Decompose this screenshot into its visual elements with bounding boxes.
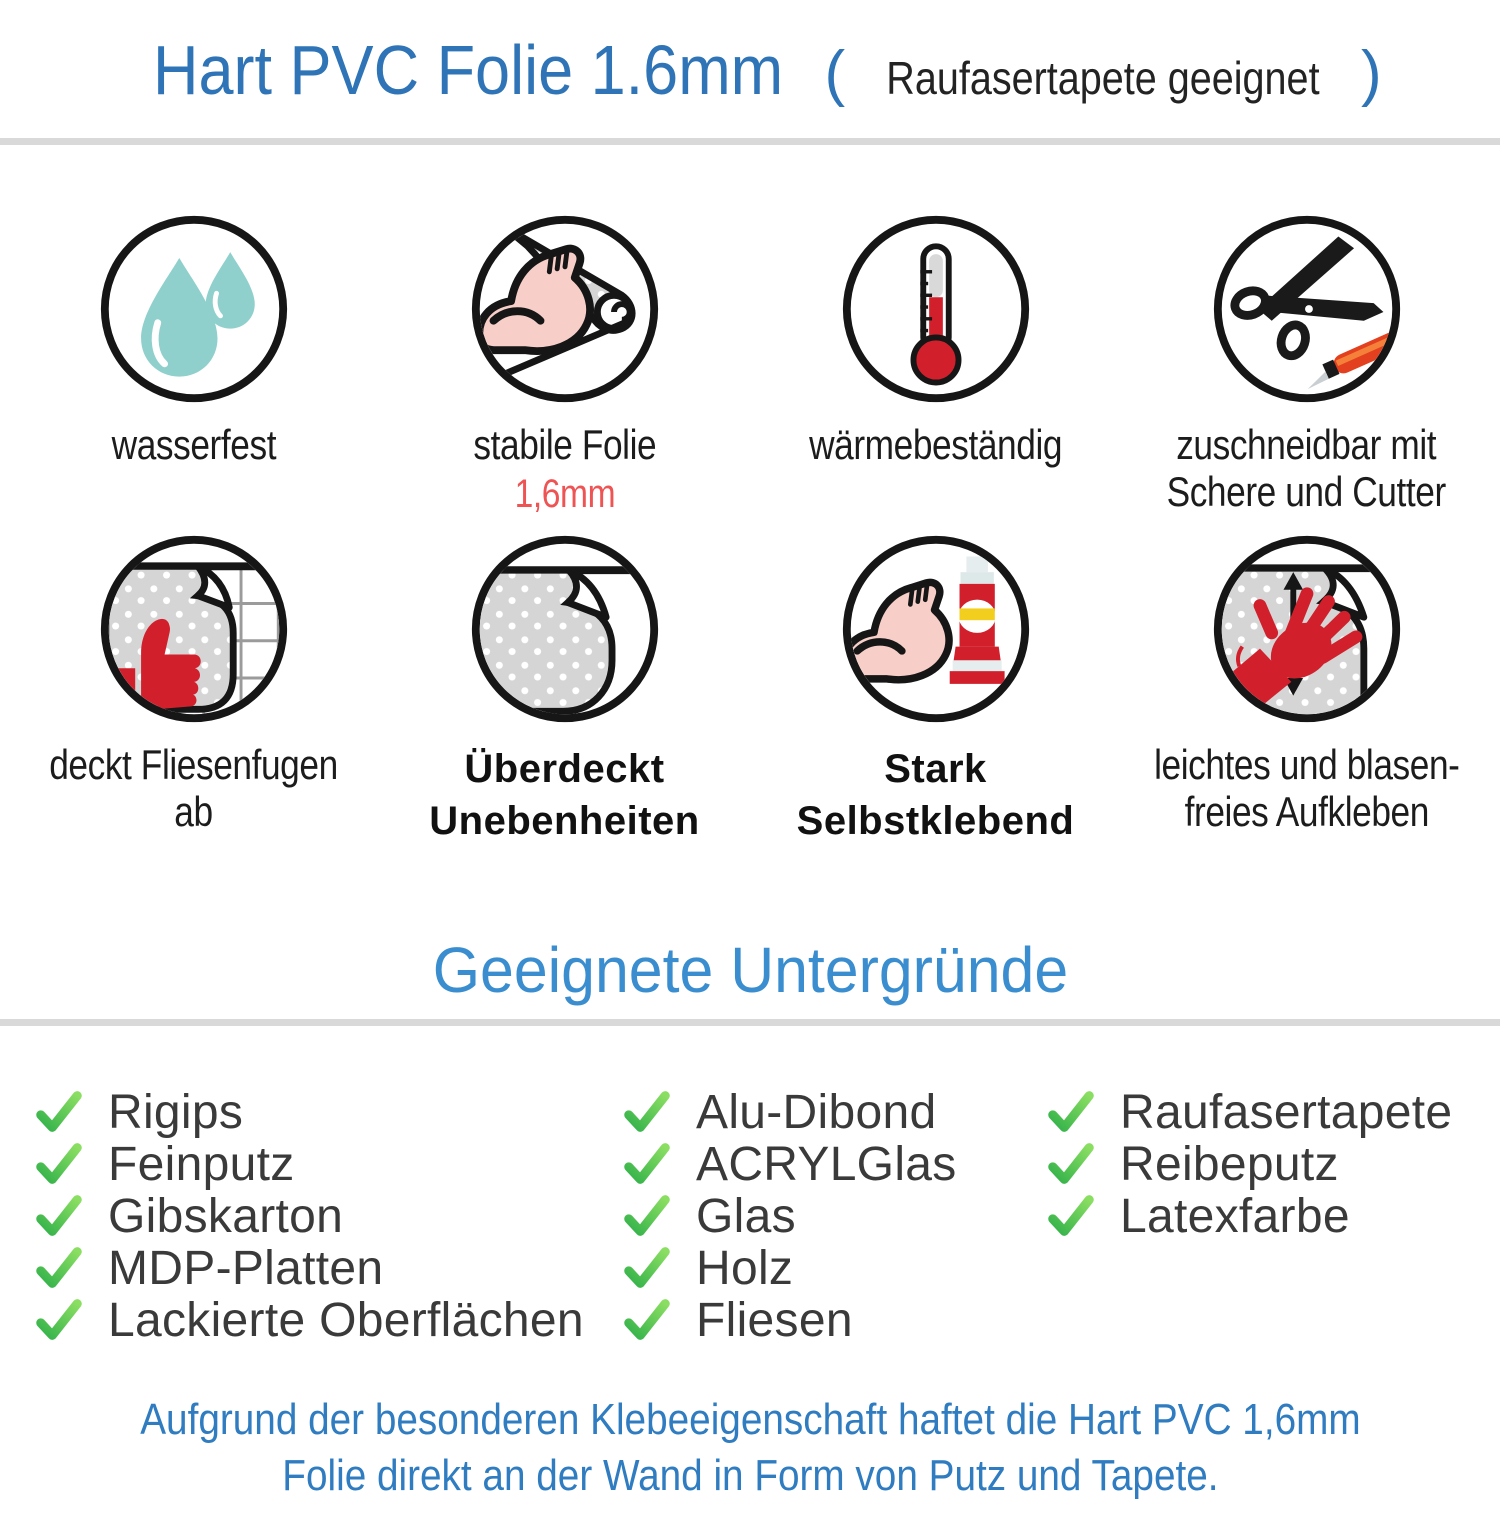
list-item: Reibeputz (1048, 1137, 1500, 1191)
substrate-label: Latexfarbe (1120, 1189, 1350, 1243)
feature-cuttable: zuschneidbar mit Schere und Cutter (1121, 211, 1492, 517)
list-item: Alu-Dibond (624, 1085, 1048, 1139)
list-item: Lackierte Oberflächen (36, 1293, 624, 1347)
feature-caption: Überdeckt Unebenheiten (429, 747, 700, 844)
substrate-label: Raufasertapete (1120, 1085, 1453, 1139)
substrate-column-3: Raufasertapete Reibeputz Latexfarbe (1048, 1086, 1500, 1346)
feature-waterproof: wasserfest (8, 211, 379, 517)
substrate-label: Lackierte Oberflächen (108, 1293, 584, 1347)
substrate-label: Rigips (108, 1085, 244, 1139)
substrate-label: Holz (696, 1241, 794, 1295)
feature-heat-resistant: wärmebeständig (750, 211, 1121, 517)
feature-covers-unevenness: Überdeckt Unebenheiten (379, 531, 750, 847)
check-icon (1048, 1193, 1094, 1239)
check-icon (1048, 1141, 1094, 1187)
substrate-label: ACRYLGlas (696, 1137, 957, 1191)
list-item: Glas (624, 1189, 1048, 1243)
section-title: Geeignete Untergründe (432, 934, 1068, 1007)
muscle-foil-icon (471, 215, 658, 403)
page-subtitle: Raufasertapete geeignet (886, 52, 1320, 104)
muscle-glue-icon (842, 535, 1029, 723)
list-item: Feinputz (36, 1137, 624, 1191)
feature-covers-tile-joints: deckt Fliesenfugen ab (8, 531, 379, 847)
substrate-column-2: Alu-Dibond ACRYLGlas Glas Holz Fliesen (624, 1085, 1048, 1347)
substrates-section: Geeignete Untergründe Rigips Feinputz Gi… (0, 933, 1500, 1347)
substrate-label: Alu-Dibond (696, 1085, 937, 1139)
substrate-label: Reibeputz (1120, 1137, 1339, 1191)
thermometer-icon (842, 215, 1029, 403)
footer-note: Aufgrund der besonderen Klebeeigenschaft… (139, 1395, 1361, 1500)
paren-open: ( (824, 39, 846, 108)
substrate-label: Gibskarton (108, 1189, 344, 1243)
feature-note-thickness: 1,6mm (514, 472, 615, 517)
list-item: Gibskarton (36, 1189, 624, 1243)
check-icon (36, 1141, 82, 1187)
hand-smoothing-icon (1213, 535, 1400, 723)
list-item: Raufasertapete (1048, 1085, 1500, 1139)
feature-self-adhesive: Stark Selbstklebend (750, 531, 1121, 847)
feature-caption: stabile Folie (473, 421, 656, 468)
substrate-label: MDP-Platten (108, 1241, 384, 1295)
page-title: Hart PVC Folie 1.6mm ( Raufasertapete ge… (0, 30, 1500, 110)
cover-unevenness-icon (471, 535, 658, 723)
list-item: Latexfarbe (1048, 1189, 1500, 1243)
water-drops-icon (100, 215, 287, 403)
feature-caption: Stark Selbstklebend (796, 747, 1075, 844)
divider-middle (0, 1019, 1500, 1027)
scissors-cutter-icon (1213, 215, 1400, 403)
page-title-main: Hart PVC Folie 1.6mm (153, 31, 784, 109)
tiles-thumb-icon (100, 535, 287, 723)
check-icon (36, 1089, 82, 1135)
substrate-column-1: Rigips Feinputz Gibskarton MDP-Platten L… (36, 1085, 624, 1347)
check-icon (36, 1245, 82, 1291)
list-item: Rigips (36, 1085, 624, 1139)
feature-caption: deckt Fliesenfugen ab (49, 741, 338, 836)
check-icon (36, 1193, 82, 1239)
feature-grid: wasserfest stabile Folie 1,6mm (0, 211, 1500, 847)
check-icon (36, 1297, 82, 1343)
list-item: ACRYLGlas (624, 1137, 1048, 1191)
check-icon (624, 1245, 670, 1291)
check-icon (624, 1141, 670, 1187)
list-item: MDP-Platten (36, 1241, 624, 1295)
header: Hart PVC Folie 1.6mm ( Raufasertapete ge… (0, 30, 1500, 145)
feature-caption: zuschneidbar mit Schere und Cutter (1166, 421, 1447, 516)
substrate-label: Fliesen (696, 1293, 853, 1347)
feature-stable-foil: stabile Folie 1,6mm (379, 211, 750, 517)
paren-close: ) (1361, 39, 1382, 108)
substrate-label: Feinputz (108, 1137, 295, 1191)
feature-caption: wasserfest (111, 421, 276, 468)
check-icon (624, 1089, 670, 1135)
check-icon (624, 1297, 670, 1343)
divider-top (0, 138, 1500, 145)
feature-bubble-free: leichtes und blasen- freies Aufkleben (1121, 531, 1492, 847)
feature-caption: leichtes und blasen- freies Aufkleben (1153, 741, 1460, 836)
list-item: Fliesen (624, 1293, 1048, 1347)
feature-caption: wärmebeständig (809, 421, 1062, 468)
substrate-columns: Rigips Feinputz Gibskarton MDP-Platten L… (0, 1085, 1500, 1347)
substrate-label: Glas (696, 1189, 796, 1243)
check-icon (624, 1193, 670, 1239)
list-item: Holz (624, 1241, 1048, 1295)
check-icon (1048, 1089, 1094, 1135)
